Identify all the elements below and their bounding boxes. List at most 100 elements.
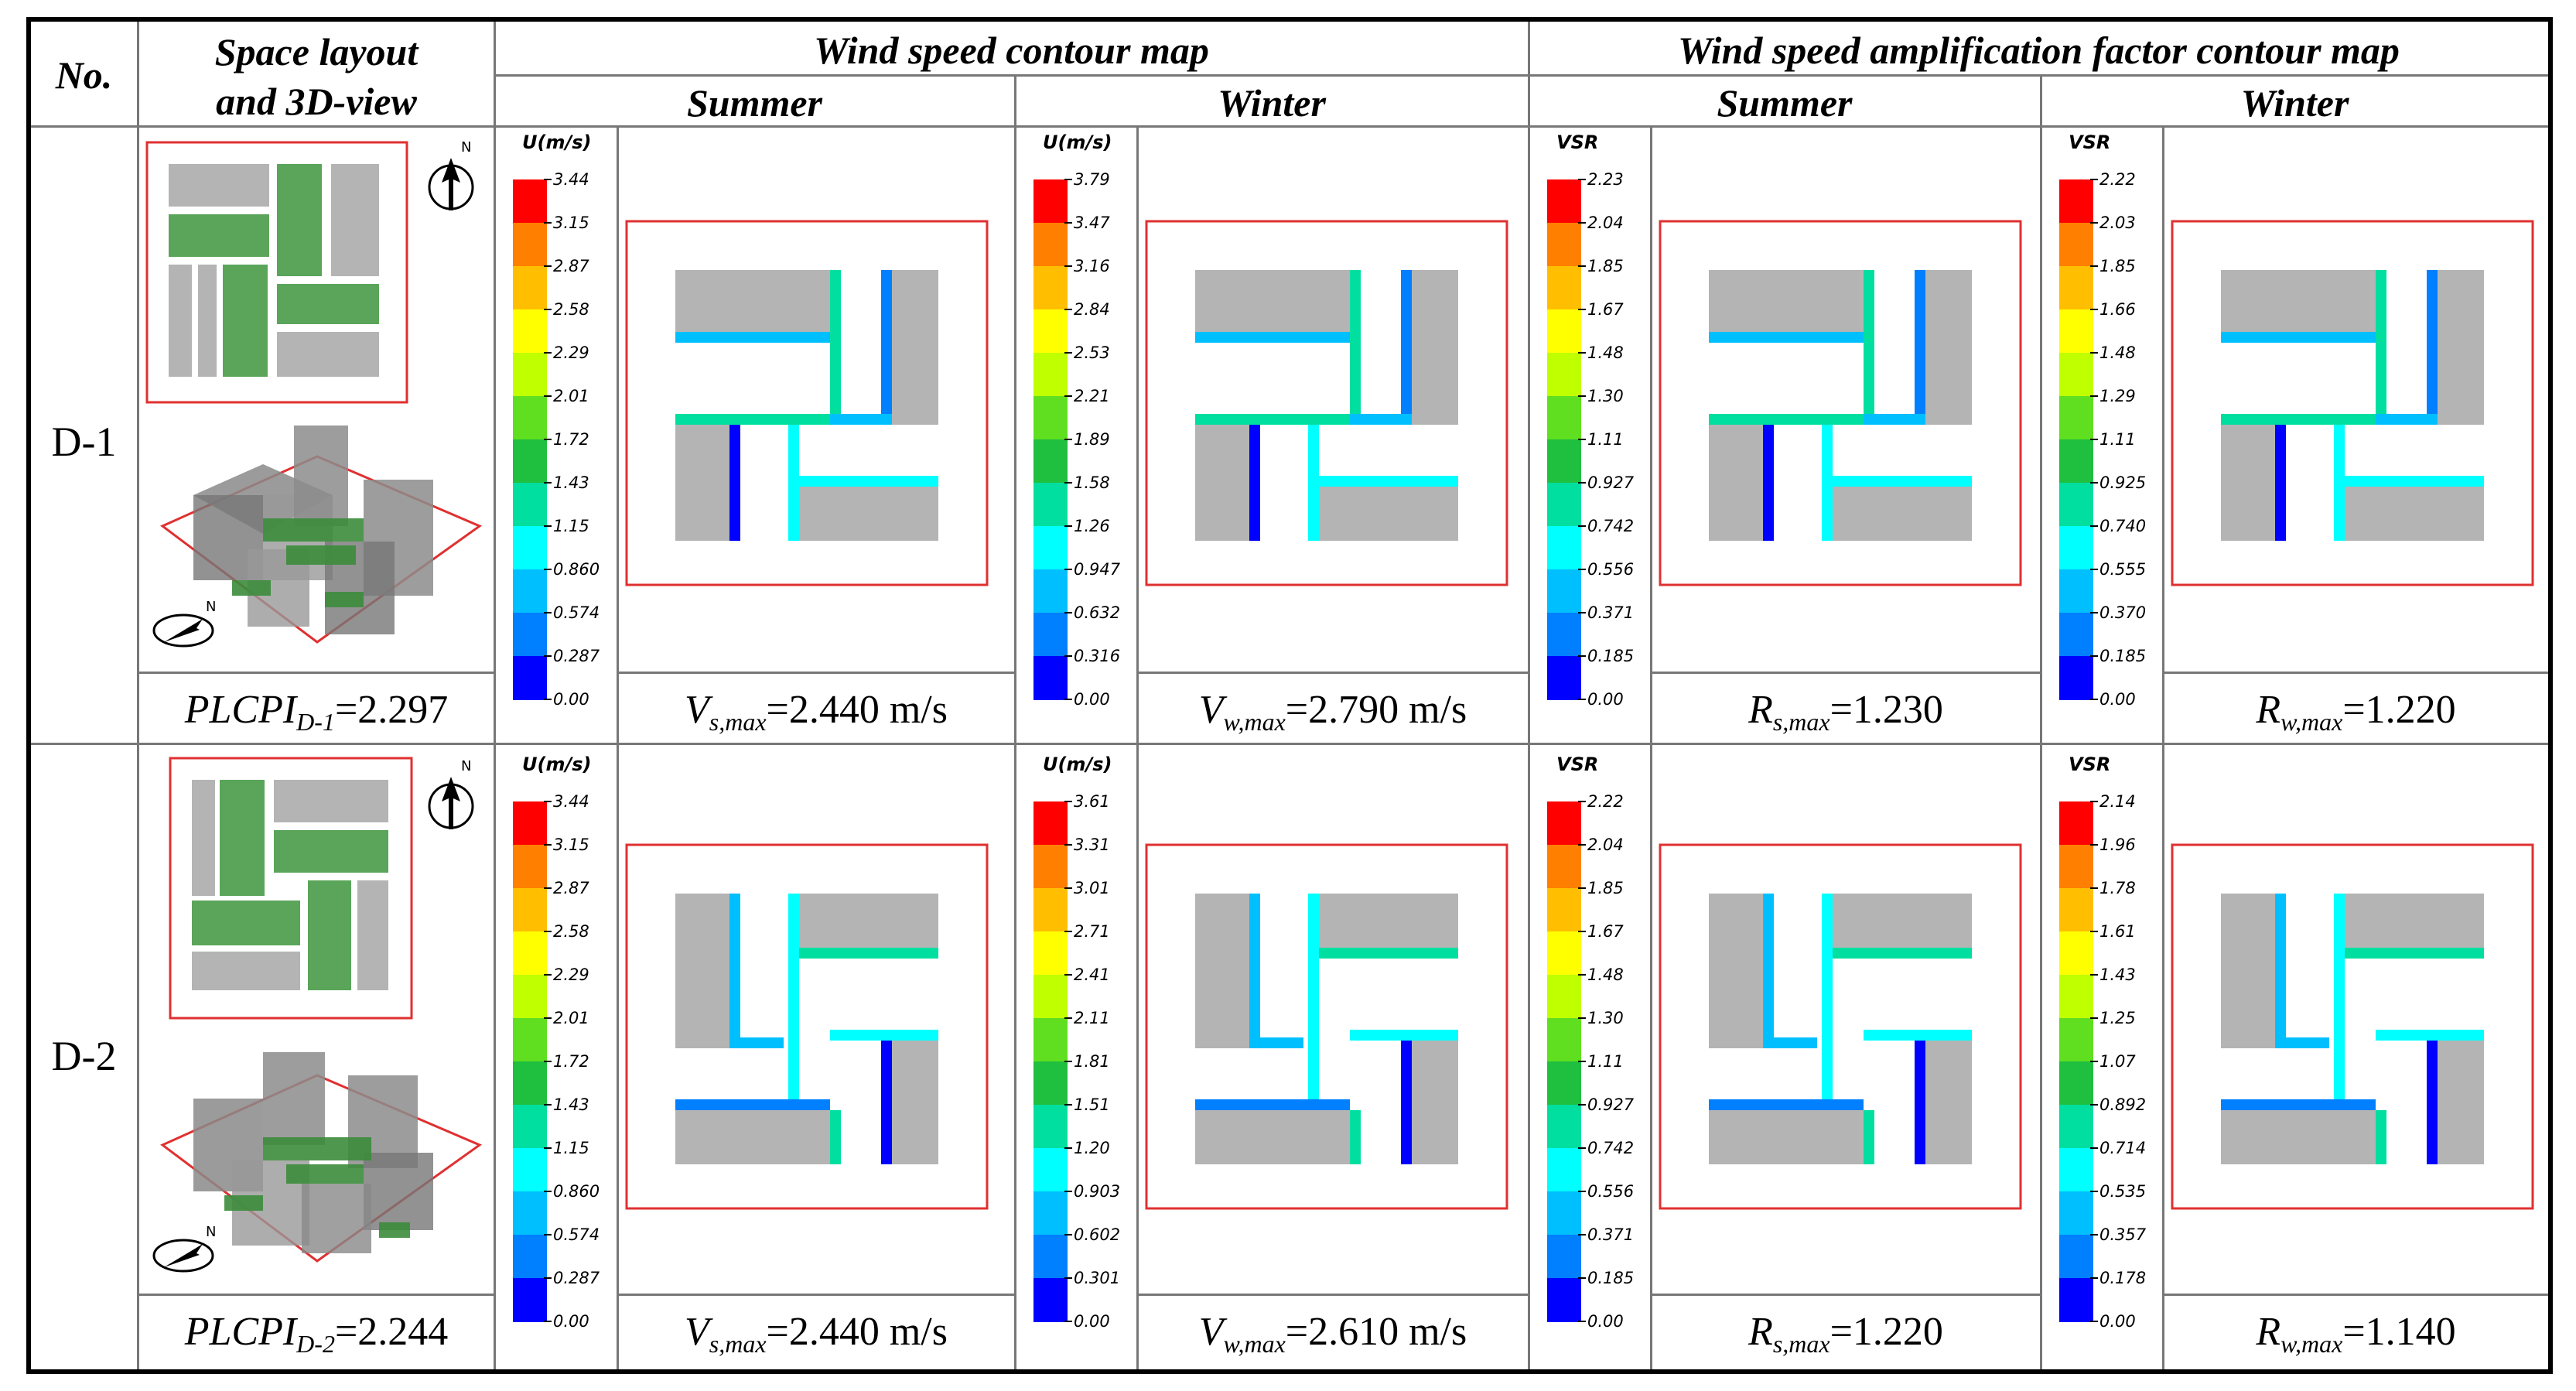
legend-color-band xyxy=(513,1235,547,1279)
col-divider xyxy=(2162,127,2164,1369)
legend-label: 1.96 xyxy=(2099,836,2136,854)
caption-subscript: s,max xyxy=(709,708,767,736)
contour-map-content xyxy=(1195,894,1458,1164)
legend-color-band xyxy=(1033,483,1068,527)
contour-map-content xyxy=(1709,270,1972,541)
legend-label: 1.72 xyxy=(553,430,589,449)
legend-label: 2.41 xyxy=(1074,965,1110,984)
legend-color-band xyxy=(1547,613,1581,657)
legend-label: 0.740 xyxy=(2099,517,2147,535)
legend-color-band xyxy=(1547,845,1581,889)
col-divider xyxy=(2040,76,2042,1369)
legend-color-band xyxy=(513,931,547,976)
caption-value: =2.790 m/s xyxy=(1285,688,1467,732)
row-divider xyxy=(1138,672,1529,674)
row-label-d2: D-2 xyxy=(51,1033,117,1079)
layout-plan-d2 xyxy=(169,757,413,1020)
building-block xyxy=(1412,270,1458,425)
legend-tick xyxy=(1064,931,1072,932)
wind-band xyxy=(830,1030,938,1041)
building-block xyxy=(1833,487,1972,541)
building-block xyxy=(1709,1110,1864,1164)
legend-tick xyxy=(544,1277,552,1279)
caption-symbol: R xyxy=(2256,1310,2281,1354)
wind-band xyxy=(1822,425,1833,541)
legend-label: 3.16 xyxy=(1074,257,1110,275)
north-label: N xyxy=(206,1224,216,1240)
legend-tick xyxy=(544,525,552,527)
legend-label: 0.00 xyxy=(1074,690,1110,709)
building-block xyxy=(675,894,729,1048)
legend-tick xyxy=(544,1234,552,1235)
legend-color-band xyxy=(513,439,547,484)
legend-tick xyxy=(544,309,552,310)
legend-tick xyxy=(544,395,552,397)
legend-color-band xyxy=(1547,569,1581,613)
legend-color-band xyxy=(1033,309,1068,354)
legend-label: 0.00 xyxy=(1074,1312,1110,1331)
legend-color-band xyxy=(2059,353,2093,397)
legend-color-band xyxy=(1547,483,1581,527)
caption-symbol: V xyxy=(685,1310,709,1354)
caption-subscript: s,max xyxy=(1772,708,1830,736)
legend-label: 1.85 xyxy=(1587,879,1624,897)
legend-label: 0.185 xyxy=(1587,1269,1635,1287)
legend-label: 2.01 xyxy=(553,1009,589,1027)
legend-color-band xyxy=(1547,931,1581,976)
wind-band xyxy=(729,425,740,541)
legend-label: 0.301 xyxy=(1074,1269,1121,1287)
legend-color-band xyxy=(2059,1148,2093,1192)
legend-color-band xyxy=(1033,179,1068,224)
contour-map-content xyxy=(2221,894,2484,1164)
legend-label: 1.30 xyxy=(1587,387,1624,405)
legend-color-band xyxy=(2059,931,2093,976)
legend-color-band xyxy=(1033,975,1068,1019)
legend-label: 2.71 xyxy=(1074,922,1110,941)
wind-band xyxy=(1249,894,1260,1048)
wind-band xyxy=(788,425,799,541)
caption-value: =2.610 m/s xyxy=(1285,1310,1467,1354)
legend-label: 3.01 xyxy=(1074,879,1110,897)
legend-color-band xyxy=(2059,179,2093,224)
wind-band xyxy=(788,894,799,1110)
wind-band xyxy=(1401,270,1412,425)
legend-label: 1.61 xyxy=(2099,922,2136,941)
legend-color-band xyxy=(1547,888,1581,932)
legend-tick xyxy=(1578,525,1586,527)
legend-tick xyxy=(1064,1321,1072,1322)
legend-color-band xyxy=(513,1105,547,1149)
building-block xyxy=(1709,425,1763,541)
legend-color-band xyxy=(1033,1018,1068,1062)
wind-band xyxy=(1319,948,1458,959)
legend-label: 0.00 xyxy=(2099,690,2136,709)
row-divider xyxy=(1138,1294,1529,1296)
legend-label: 2.11 xyxy=(1074,1009,1110,1027)
legend-color-band xyxy=(1033,1278,1068,1322)
wind-band xyxy=(2221,414,2376,425)
legend-color-band xyxy=(1033,801,1068,846)
building-block xyxy=(1412,1041,1458,1164)
contour-map-content xyxy=(1709,894,1972,1164)
legend-tick xyxy=(2090,1104,2098,1106)
legend-label: 1.43 xyxy=(553,1095,589,1114)
legend-label: 3.44 xyxy=(553,170,589,189)
header-wind-speed: Wind speed contour map xyxy=(814,29,1209,72)
wind-band xyxy=(1350,270,1361,425)
building-block xyxy=(2221,270,2376,332)
legend-tick xyxy=(2090,265,2098,267)
wind-band xyxy=(2376,1110,2386,1164)
building-block xyxy=(1833,894,1972,948)
legend-tick xyxy=(1578,222,1586,224)
legend-label: 1.30 xyxy=(1587,1009,1624,1027)
building-block xyxy=(1195,894,1249,1048)
legend-tick xyxy=(2090,222,2098,224)
caption-subscript: s,max xyxy=(709,1330,767,1358)
caption-subscript: D-2 xyxy=(296,1330,335,1358)
legend-label: 1.81 xyxy=(1074,1052,1110,1071)
legend-label: 1.43 xyxy=(553,473,589,492)
legend-color-band xyxy=(2059,1061,2093,1106)
legend-color-band xyxy=(1033,569,1068,613)
caption-symbol: R xyxy=(1748,688,1773,732)
legend-color-band xyxy=(1033,1148,1068,1192)
legend-label: 2.87 xyxy=(553,257,589,275)
